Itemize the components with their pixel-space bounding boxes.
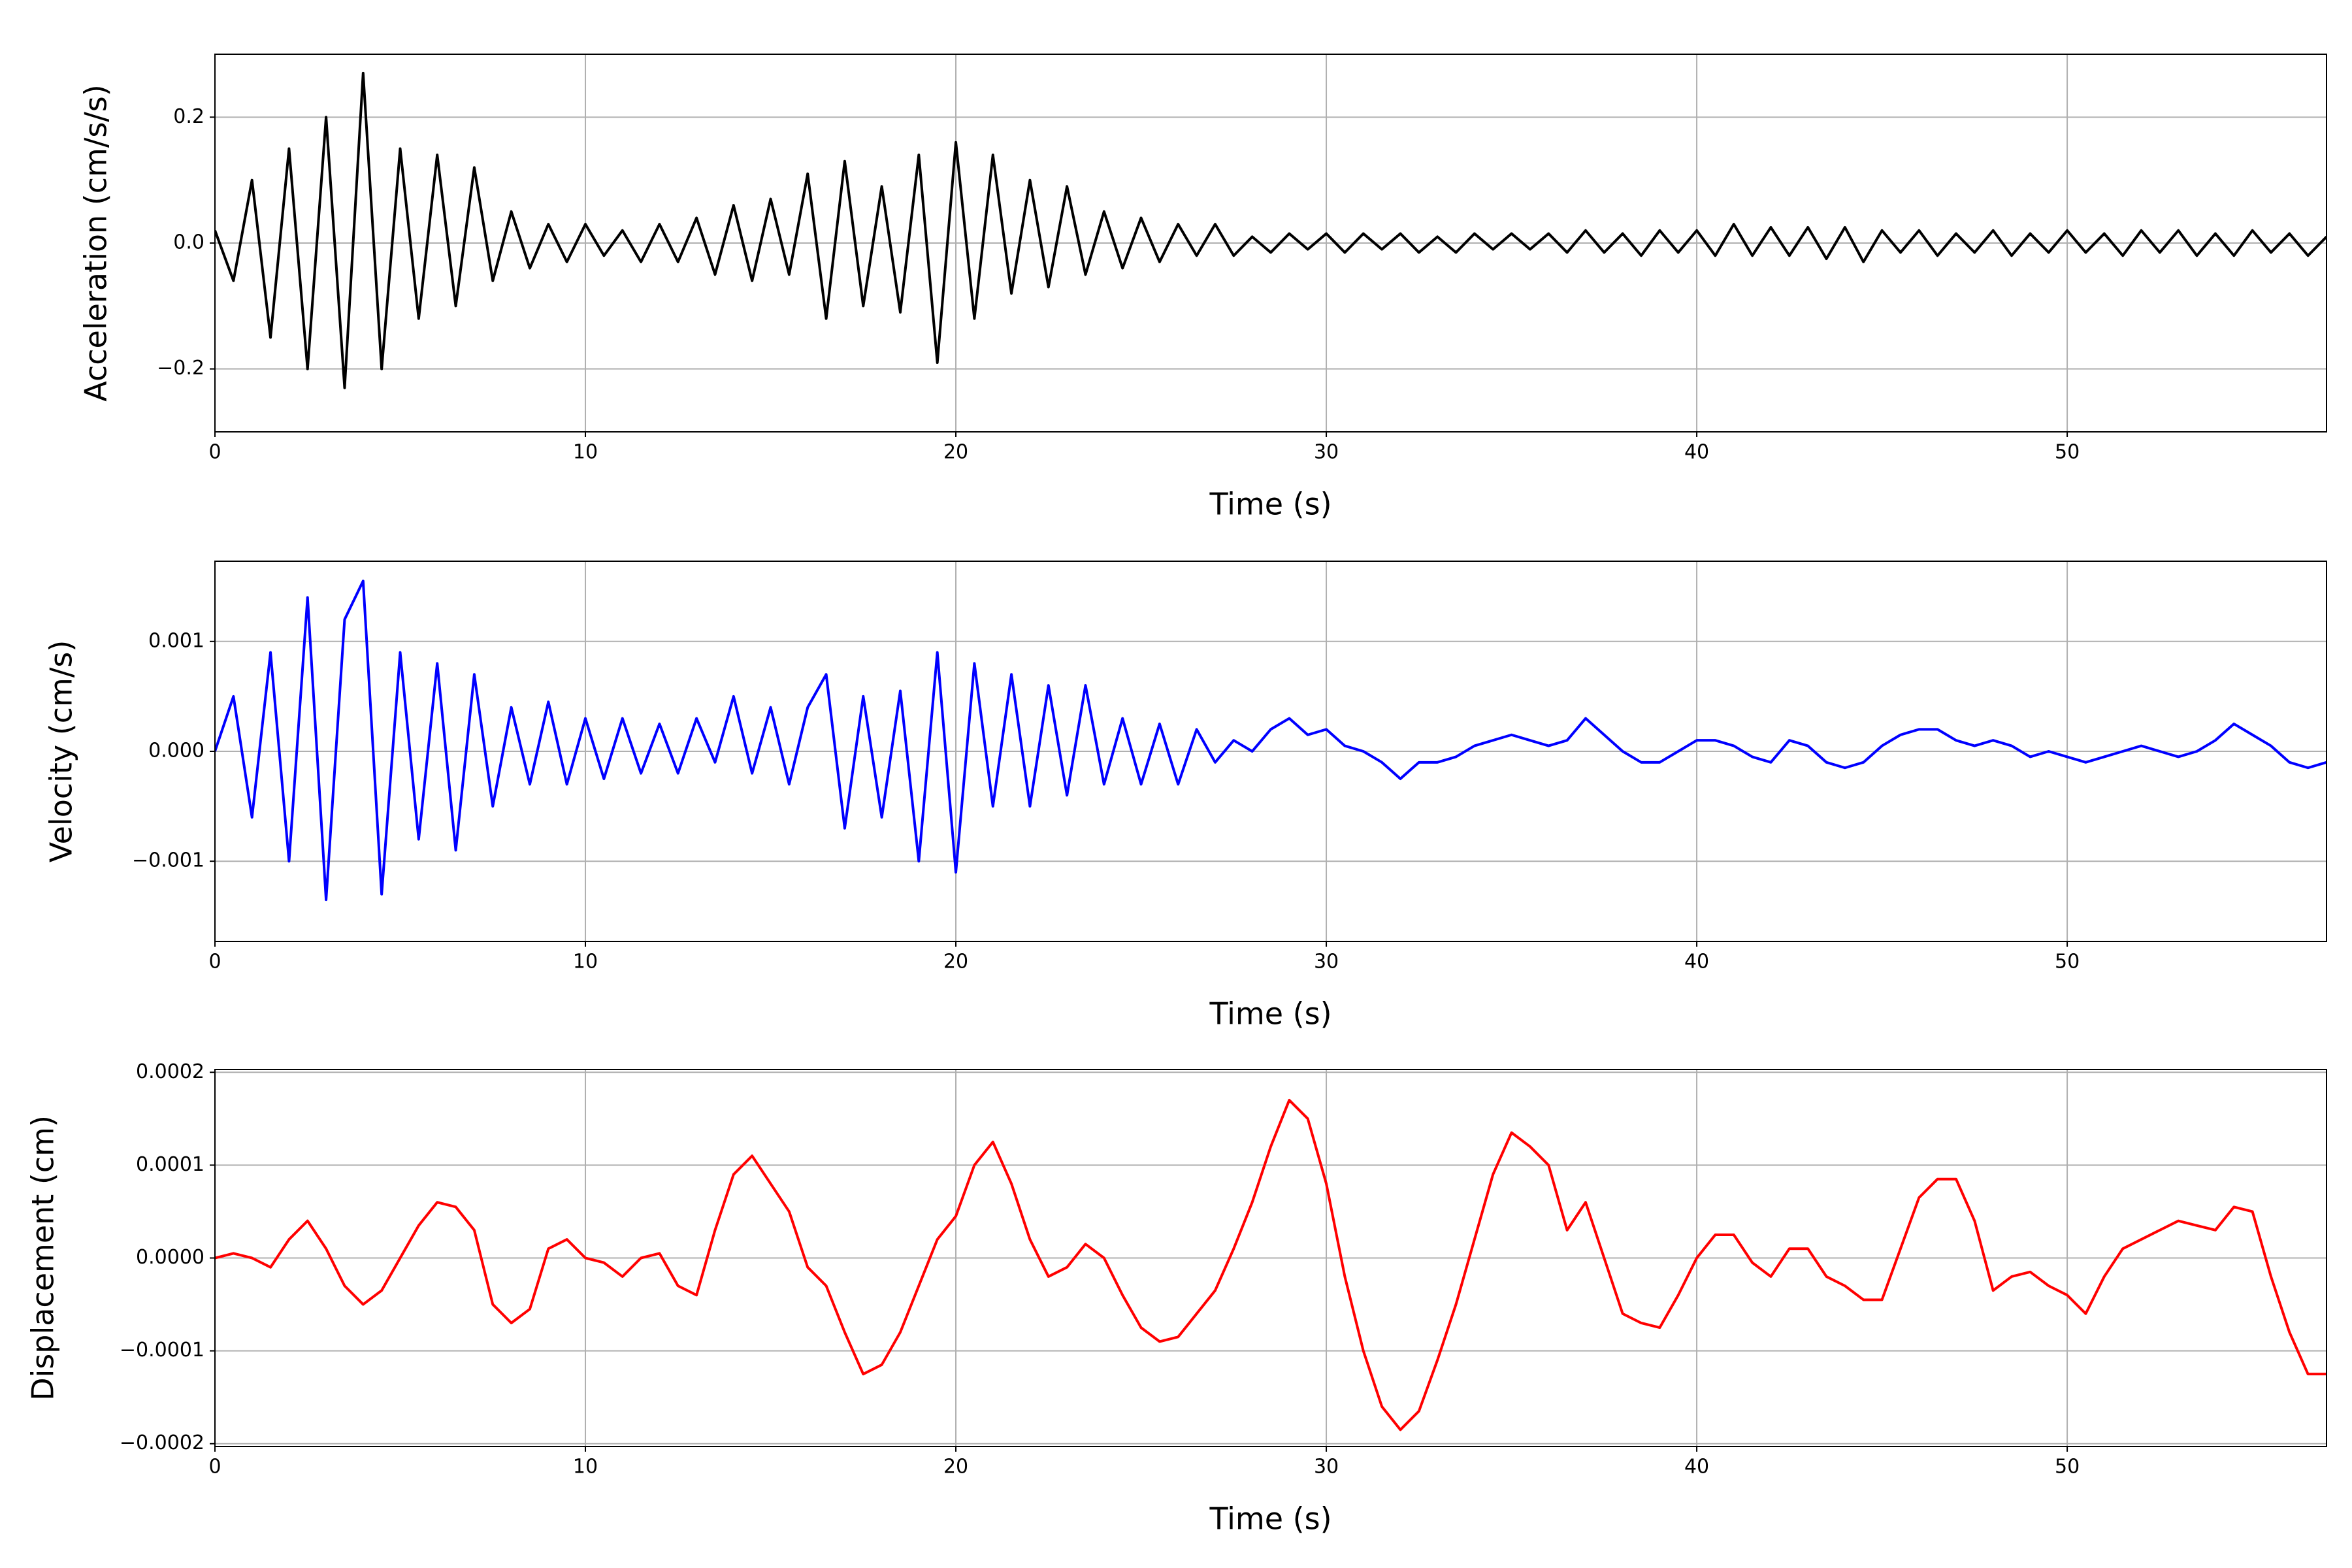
y-tick-label: 0.2 (173, 105, 204, 128)
x-tick-label: 0 (208, 441, 221, 464)
data-line (215, 71, 2327, 389)
y-axis-label: Displacement (cm) (25, 1115, 61, 1401)
y-tick-label: 0.0001 (136, 1153, 204, 1176)
x-tick-label: 50 (2055, 951, 2080, 973)
y-tick-label: 0.0000 (136, 1246, 204, 1269)
y-tick-label: −0.0001 (120, 1339, 204, 1362)
x-axis-label: Time (s) (1209, 1501, 1331, 1537)
y-tick-label: 0.0002 (136, 1060, 204, 1083)
x-tick-label: 50 (2055, 1456, 2080, 1478)
y-tick-label: 0.001 (148, 629, 204, 652)
x-tick-label: 50 (2055, 441, 2080, 464)
x-tick-label: 40 (1684, 951, 1709, 973)
y-tick-label: −0.0002 (120, 1431, 204, 1454)
x-tick-label: 0 (208, 1456, 221, 1478)
axes-frame (214, 54, 2327, 433)
x-tick-label: 40 (1684, 441, 1709, 464)
x-tick-label: 30 (1314, 1456, 1339, 1478)
x-tick-label: 30 (1314, 951, 1339, 973)
x-tick-label: 0 (208, 951, 221, 973)
y-tick-label: 0.000 (148, 740, 204, 762)
x-tick-label: 40 (1684, 1456, 1709, 1478)
subplot: 0 10 20 30 40 50 −0.001 0.000 0.001 Time (s) Veloc… (44, 561, 2327, 1032)
plot-lines (215, 1098, 2327, 1431)
axes-frame (214, 561, 2327, 942)
x-tick-label: 10 (573, 441, 598, 464)
plot-lines (215, 71, 2327, 389)
y-axis-label: Velocity (cm/s) (44, 640, 79, 863)
x-tick-label: 30 (1314, 441, 1339, 464)
y-axis-label: Acceleration (cm/s/s) (78, 84, 114, 401)
data-line (215, 580, 2327, 902)
x-axis-label: Time (s) (1209, 996, 1331, 1032)
x-tick-label: 20 (943, 1456, 968, 1478)
y-tick-label: −0.001 (132, 849, 204, 872)
y-tick-label: 0.0 (173, 231, 204, 254)
y-tick-label: −0.2 (157, 357, 204, 380)
plot-lines (215, 580, 2327, 902)
subplot: 0 10 20 30 40 50 −0.2 0.0 0.2 Time (s) Acceleratio… (78, 54, 2327, 522)
x-tick-label: 20 (943, 951, 968, 973)
x-tick-label: 10 (573, 951, 598, 973)
x-tick-label: 10 (573, 1456, 598, 1478)
axes-frame (214, 1069, 2327, 1447)
data-line (215, 1098, 2327, 1431)
subplot: 0 10 20 30 40 50 −0.0002 −0.0001 0.0000 0.0001 0.0… (25, 1060, 2327, 1537)
x-tick-label: 20 (943, 441, 968, 464)
x-axis-label: Time (s) (1209, 487, 1331, 522)
